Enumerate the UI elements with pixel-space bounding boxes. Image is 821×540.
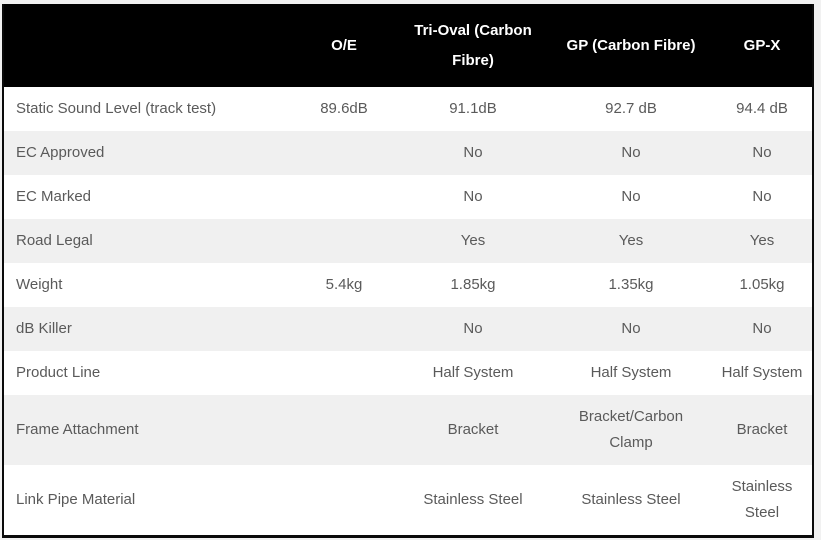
row-label: Product Line <box>4 351 292 395</box>
table-row: dB Killer No No No <box>4 307 812 351</box>
cell-value <box>292 351 396 395</box>
header-cell-tri-oval: Tri-Oval (Carbon Fibre) <box>396 4 550 87</box>
cell-value <box>292 131 396 175</box>
table-header: O/E Tri-Oval (Carbon Fibre) GP (Carbon F… <box>4 4 812 87</box>
cell-value <box>292 465 396 535</box>
cell-value: 1.85kg <box>396 263 550 307</box>
table-row: Weight 5.4kg 1.85kg 1.35kg 1.05kg <box>4 263 812 307</box>
row-label: Frame Attachment <box>4 395 292 465</box>
row-label: Static Sound Level (track test) <box>4 87 292 131</box>
cell-value: Yes <box>712 219 812 263</box>
header-cell-spec-name <box>4 4 292 87</box>
cell-value: No <box>550 131 712 175</box>
table-row: EC Approved No No No <box>4 131 812 175</box>
cell-value: No <box>396 175 550 219</box>
cell-value: 1.05kg <box>712 263 812 307</box>
cell-value <box>292 307 396 351</box>
cell-value: Stainless Steel <box>712 465 812 535</box>
row-label: Road Legal <box>4 219 292 263</box>
cell-value: Half System <box>550 351 712 395</box>
cell-value: 94.4 dB <box>712 87 812 131</box>
row-label: Link Pipe Material <box>4 465 292 535</box>
header-cell-oe: O/E <box>292 4 396 87</box>
cell-value: No <box>550 307 712 351</box>
cell-value: No <box>396 131 550 175</box>
table-row: Link Pipe Material Stainless Steel Stain… <box>4 465 812 535</box>
cell-value: Bracket/Carbon Clamp <box>550 395 712 465</box>
spec-comparison-table: O/E Tri-Oval (Carbon Fibre) GP (Carbon F… <box>2 4 814 538</box>
cell-value: Stainless Steel <box>396 465 550 535</box>
cell-value: 89.6dB <box>292 87 396 131</box>
table-row: Product Line Half System Half System Hal… <box>4 351 812 395</box>
cell-value: Half System <box>712 351 812 395</box>
cell-value <box>292 219 396 263</box>
cell-value: Bracket <box>712 395 812 465</box>
cell-value: No <box>396 307 550 351</box>
cell-value: 1.35kg <box>550 263 712 307</box>
cell-value: No <box>550 175 712 219</box>
cell-value: Stainless Steel <box>550 465 712 535</box>
cell-value: Bracket <box>396 395 550 465</box>
cell-value: 91.1dB <box>396 87 550 131</box>
cell-value: 92.7 dB <box>550 87 712 131</box>
row-label: EC Approved <box>4 131 292 175</box>
table-body: Static Sound Level (track test) 89.6dB 9… <box>4 87 812 535</box>
cell-value: Half System <box>396 351 550 395</box>
cell-value <box>292 395 396 465</box>
header-cell-gp: GP (Carbon Fibre) <box>550 4 712 87</box>
cell-value <box>292 175 396 219</box>
cell-value: 5.4kg <box>292 263 396 307</box>
cell-value: No <box>712 307 812 351</box>
cell-value: Yes <box>550 219 712 263</box>
header-cell-gp-x: GP-X <box>712 4 812 87</box>
row-label: EC Marked <box>4 175 292 219</box>
table-row: Static Sound Level (track test) 89.6dB 9… <box>4 87 812 131</box>
cell-value: Yes <box>396 219 550 263</box>
product-spec-table: O/E Tri-Oval (Carbon Fibre) GP (Carbon F… <box>4 4 812 535</box>
header-row: O/E Tri-Oval (Carbon Fibre) GP (Carbon F… <box>4 4 812 87</box>
table-row: Frame Attachment Bracket Bracket/Carbon … <box>4 395 812 465</box>
table-row: EC Marked No No No <box>4 175 812 219</box>
cell-value: No <box>712 175 812 219</box>
table-row: Road Legal Yes Yes Yes <box>4 219 812 263</box>
row-label: dB Killer <box>4 307 292 351</box>
row-label: Weight <box>4 263 292 307</box>
cell-value: No <box>712 131 812 175</box>
